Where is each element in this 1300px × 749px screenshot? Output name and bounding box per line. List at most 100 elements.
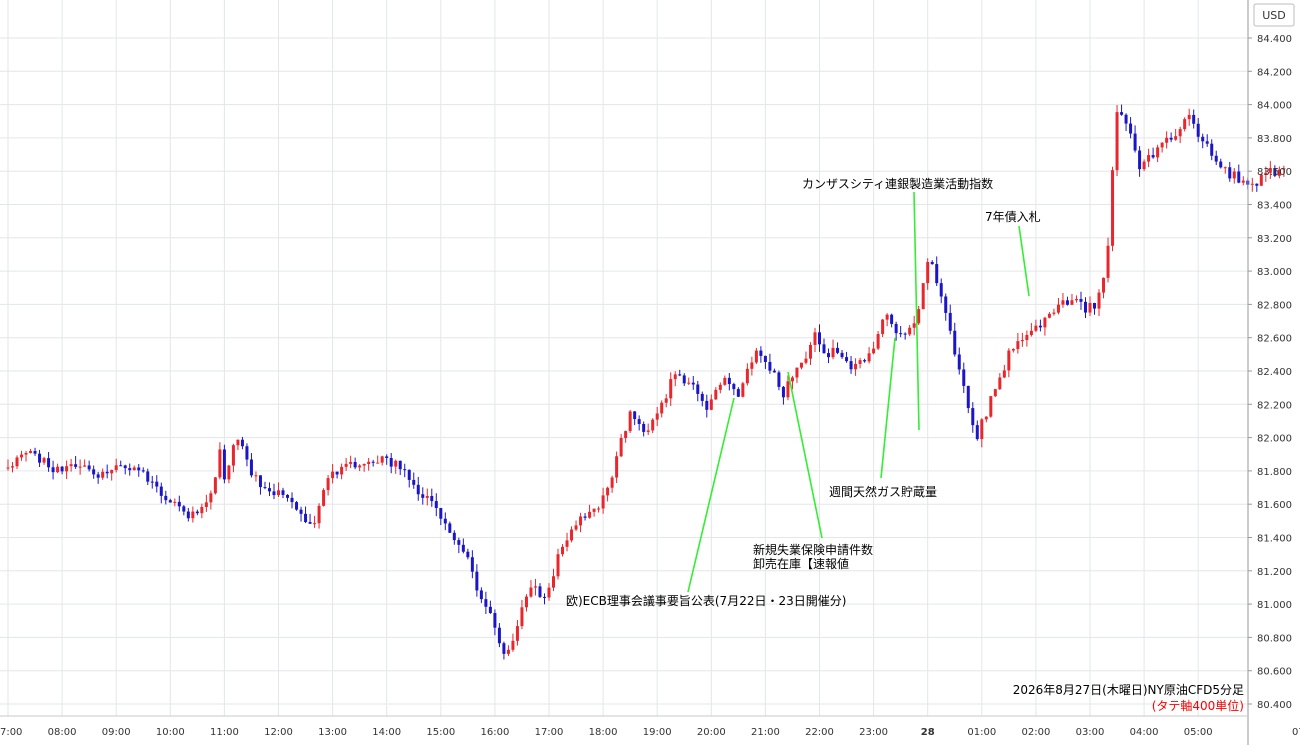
candle-down xyxy=(412,472,416,489)
candle-body xyxy=(732,384,736,390)
candle-down xyxy=(953,322,957,357)
x-tick-label: 13:00 xyxy=(318,727,347,738)
candle-down xyxy=(642,421,646,437)
candle-down xyxy=(33,447,37,456)
candle-body xyxy=(475,571,479,591)
candle-up xyxy=(20,450,24,461)
candle-down xyxy=(452,530,456,545)
candle-body xyxy=(520,607,524,627)
candle-down xyxy=(1201,133,1205,149)
candle-body xyxy=(1025,335,1029,341)
candle-down xyxy=(290,492,294,509)
candle-up xyxy=(917,305,921,326)
candle-body xyxy=(1268,168,1272,173)
candle-up xyxy=(1088,296,1092,317)
x-tick-label: 28 xyxy=(921,727,935,738)
candle-down xyxy=(177,495,181,512)
candle-up xyxy=(673,371,677,387)
candle-body xyxy=(335,471,339,475)
candle-body xyxy=(912,323,916,328)
candle-body xyxy=(65,466,69,472)
candle-body xyxy=(813,332,817,345)
candle-body xyxy=(822,344,826,354)
y-tick-label: 82.400 xyxy=(1257,367,1292,378)
candle-body xyxy=(452,532,456,541)
candle-body xyxy=(344,463,348,467)
candle-down xyxy=(1065,296,1069,306)
candle-body xyxy=(502,643,506,654)
candle-body xyxy=(1205,141,1209,144)
candle-body xyxy=(669,379,673,399)
candle-body xyxy=(177,501,181,507)
x-tick-label: 11:00 xyxy=(210,727,239,738)
candle-down xyxy=(272,483,276,500)
candle-up xyxy=(867,347,871,364)
candle-up xyxy=(1115,105,1119,177)
candle-down xyxy=(903,332,907,340)
y-tick-label: 82.600 xyxy=(1257,334,1292,345)
candle-up xyxy=(83,459,87,467)
candle-down xyxy=(51,460,55,480)
candle-body xyxy=(101,471,105,478)
candle-body xyxy=(511,640,515,650)
candle-body xyxy=(768,361,772,371)
chart-note-title: 2026年8月27日(木曜日)NY原油CFD5分足 xyxy=(1013,683,1244,697)
candle-body xyxy=(277,490,280,496)
candle-down xyxy=(47,452,51,472)
y-tick-label: 82.000 xyxy=(1257,434,1292,445)
candle-body xyxy=(1178,129,1182,137)
candle-body xyxy=(371,461,375,463)
candle-up xyxy=(926,258,930,290)
candle-up xyxy=(984,416,988,423)
candle-down xyxy=(74,456,78,469)
candle-body xyxy=(556,554,560,577)
candle-body xyxy=(506,649,510,654)
candle-body xyxy=(1097,292,1101,309)
candle-up xyxy=(1016,332,1020,354)
candle-body xyxy=(890,314,894,324)
candle-body xyxy=(1043,317,1047,328)
candle-body xyxy=(105,471,109,474)
candle-body xyxy=(745,368,749,384)
candle-up xyxy=(65,460,69,480)
annotation-lines xyxy=(687,191,1030,593)
candle-body xyxy=(272,491,276,496)
candle-body xyxy=(222,449,226,480)
x-tick-label: 03:00 xyxy=(1076,727,1105,738)
candle-body xyxy=(186,511,190,519)
grid-lines xyxy=(0,0,1248,716)
candle-down xyxy=(1133,125,1137,153)
candle-down xyxy=(700,391,704,407)
candle-body xyxy=(380,456,384,463)
candle-body xyxy=(1142,161,1146,170)
candle-up xyxy=(881,318,885,338)
candle-body xyxy=(705,400,709,410)
candle-body xyxy=(38,453,42,463)
candle-up xyxy=(1020,332,1024,347)
candle-down xyxy=(119,460,123,467)
y-tick-label: 84.200 xyxy=(1257,67,1292,78)
candle-body xyxy=(146,471,150,482)
y-tick-label: 81.000 xyxy=(1257,600,1292,611)
candle-body xyxy=(349,461,353,464)
x-tick-label: 05:00 xyxy=(1184,727,1213,738)
candle-body xyxy=(714,389,718,400)
candle-body xyxy=(1223,167,1227,169)
candle-up xyxy=(1111,166,1115,252)
candle-body xyxy=(552,576,556,588)
candle-up xyxy=(741,381,745,398)
candle-down xyxy=(281,487,285,499)
candle-body xyxy=(331,471,335,479)
candle-body xyxy=(903,333,907,335)
candle-down xyxy=(439,507,443,526)
candle-down xyxy=(957,347,961,375)
candle-down xyxy=(123,464,127,475)
candle-up xyxy=(69,458,73,472)
candle-body xyxy=(74,464,78,467)
candle-body xyxy=(313,523,317,525)
candle-down xyxy=(732,382,736,396)
x-tick-labels: 07:00 08:00 09:00 10:00 11:00 12:00 13:00 14:00… xyxy=(0,727,1300,738)
candle-body xyxy=(240,439,244,447)
candle-down xyxy=(286,494,290,502)
candle-down xyxy=(249,453,253,478)
